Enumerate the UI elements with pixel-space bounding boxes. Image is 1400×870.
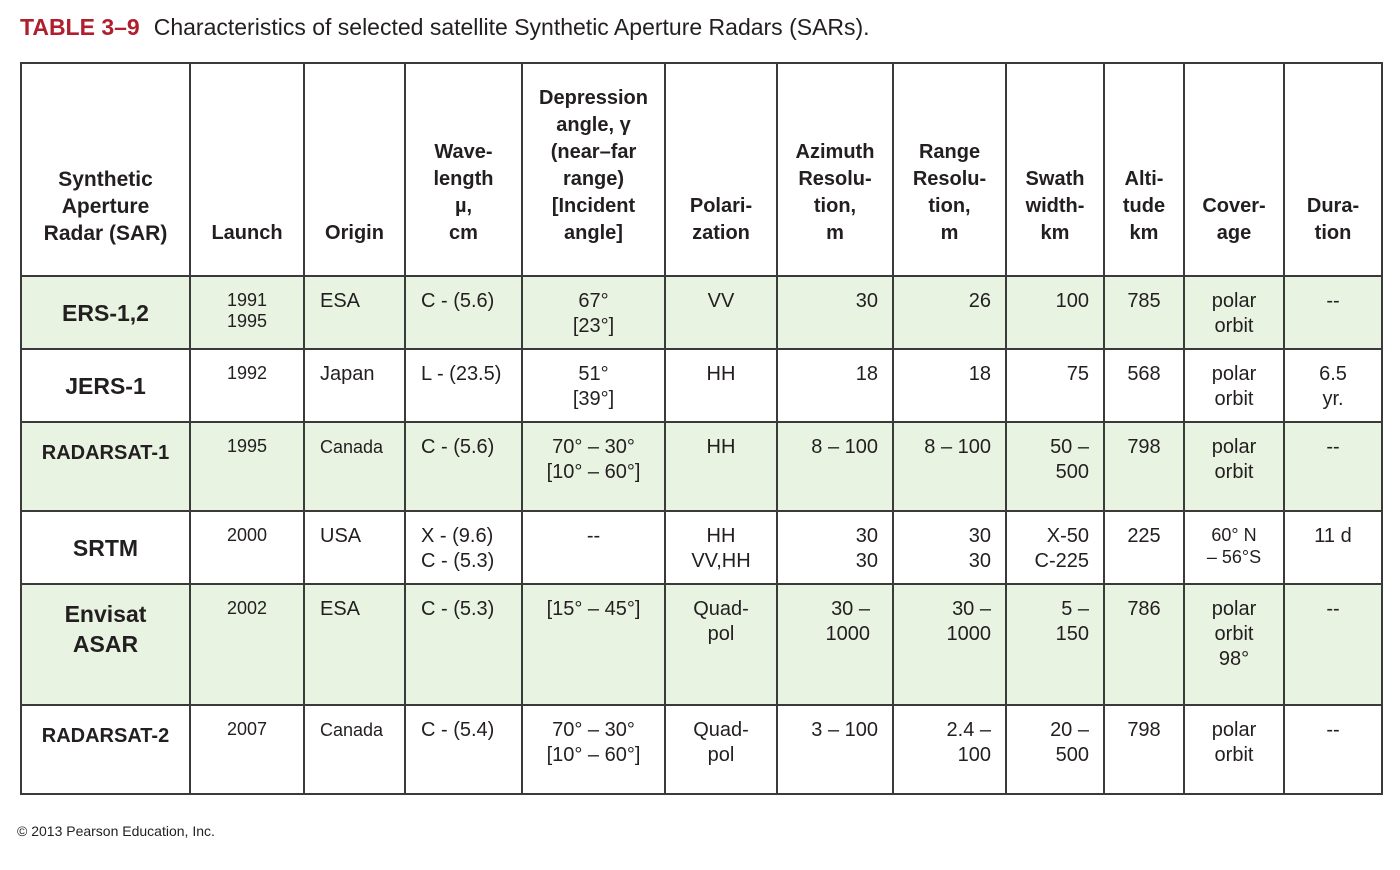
cell-azimuth-resolution: 30 –1000 (776, 583, 894, 706)
cell-swath-width: 5 –150 (1005, 583, 1105, 706)
table-title: Characteristics of selected satellite Sy… (153, 14, 870, 40)
cell-range-resolution: 2.4 –100 (892, 704, 1007, 795)
cell-wavelength: L - (23.5) (404, 348, 523, 423)
header-range-resolution: Range Resolu-tion, m (892, 62, 1007, 277)
cell-launch: 2002 (189, 583, 305, 706)
cell-launch: 1992 (189, 348, 305, 423)
table-row: Envisat ASAR 2002 ESA C - (5.3) [15° – 45… (20, 583, 1383, 706)
cell-duration: -- (1283, 275, 1383, 350)
cell-wavelength: C - (5.4) (404, 704, 523, 795)
header-coverage: Cover-age (1183, 62, 1285, 277)
table-row: RADARSAT-2 2007 Canada C - (5.4) 70° – 3… (20, 704, 1383, 795)
table-row: ERS-1,2 1991 1995 ESA C - (5.6) 67° [23°] … (20, 275, 1383, 350)
cell-range-resolution: 30 –1000 (892, 583, 1007, 706)
cell-depression-angle: -- (521, 510, 666, 585)
table-row: SRTM 2000 USA X - (9.6) C - (5.3) -- HH VV… (20, 510, 1383, 585)
cell-origin: ESA (303, 583, 406, 706)
cell-altitude: 786 (1103, 583, 1185, 706)
cell-origin: Canada (303, 421, 406, 512)
table-number: TABLE 3–9 (20, 14, 140, 40)
cell-origin: Canada (303, 704, 406, 795)
cell-origin: Japan (303, 348, 406, 423)
cell-launch: 1995 (189, 421, 305, 512)
cell-sar-name: RADARSAT-2 (20, 704, 191, 795)
cell-coverage: 60° N – 56°S (1183, 510, 1285, 585)
cell-duration: -- (1283, 704, 1383, 795)
cell-depression-angle: 70° – 30° [10° – 60°] (521, 704, 666, 795)
cell-launch: 2000 (189, 510, 305, 585)
cell-sar-name: Envisat ASAR (20, 583, 191, 706)
cell-range-resolution: 26 (892, 275, 1007, 350)
cell-duration: -- (1283, 421, 1383, 512)
cell-altitude: 798 (1103, 421, 1185, 512)
header-wavelength: Wave-length µ, cm (404, 62, 523, 277)
cell-sar-name: RADARSAT-1 (20, 421, 191, 512)
cell-depression-angle: 70° – 30° [10° – 60°] (521, 421, 666, 512)
cell-sar-name: SRTM (20, 510, 191, 585)
cell-wavelength: C - (5.6) (404, 275, 523, 350)
table-row: RADARSAT-1 1995 Canada C - (5.6) 70° – 3… (20, 421, 1383, 512)
cell-duration: 11 d (1283, 510, 1383, 585)
cell-altitude: 225 (1103, 510, 1185, 585)
cell-launch: 2007 (189, 704, 305, 795)
cell-swath-width: 75 (1005, 348, 1105, 423)
table-caption: TABLE 3–9 Characteristics of selected sat… (20, 14, 870, 41)
cell-wavelength: C - (5.3) (404, 583, 523, 706)
cell-polarization: Quad-pol (664, 704, 778, 795)
header-altitude: Alti-tude km (1103, 62, 1185, 277)
cell-altitude: 798 (1103, 704, 1185, 795)
cell-azimuth-resolution: 3 – 100 (776, 704, 894, 795)
cell-azimuth-resolution: 18 (776, 348, 894, 423)
cell-wavelength: C - (5.6) (404, 421, 523, 512)
cell-swath-width: X-50 C-225 (1005, 510, 1105, 585)
cell-range-resolution: 30 30 (892, 510, 1007, 585)
cell-polarization: HH VV,HH (664, 510, 778, 585)
cell-azimuth-resolution: 30 (776, 275, 894, 350)
cell-coverage: polar orbit (1183, 421, 1285, 512)
cell-coverage: polar orbit (1183, 704, 1285, 795)
cell-azimuth-resolution: 8 – 100 (776, 421, 894, 512)
cell-range-resolution: 18 (892, 348, 1007, 423)
cell-polarization: HH (664, 348, 778, 423)
header-origin: Origin (303, 62, 406, 277)
table-row: JERS-1 1992 Japan L - (23.5) 51° [39°] HH… (20, 348, 1383, 423)
cell-duration: -- (1283, 583, 1383, 706)
cell-polarization: HH (664, 421, 778, 512)
cell-depression-angle: 51° [39°] (521, 348, 666, 423)
header-swath-width: Swath width-km (1005, 62, 1105, 277)
cell-azimuth-resolution: 30 30 (776, 510, 894, 585)
cell-coverage: polar orbit (1183, 348, 1285, 423)
cell-coverage: polar orbit (1183, 275, 1285, 350)
cell-altitude: 568 (1103, 348, 1185, 423)
cell-swath-width: 100 (1005, 275, 1105, 350)
cell-altitude: 785 (1103, 275, 1185, 350)
cell-depression-angle: 67° [23°] (521, 275, 666, 350)
cell-swath-width: 20 –500 (1005, 704, 1105, 795)
header-sar: Synthetic Aperture Radar (SAR) (20, 62, 191, 277)
header-launch: Launch (189, 62, 305, 277)
header-polarization: Polari-zation (664, 62, 778, 277)
cell-range-resolution: 8 – 100 (892, 421, 1007, 512)
cell-duration: 6.5 yr. (1283, 348, 1383, 423)
header-duration: Dura-tion (1283, 62, 1383, 277)
cell-sar-name: JERS-1 (20, 348, 191, 423)
cell-coverage: polar orbit 98° (1183, 583, 1285, 706)
cell-polarization: VV (664, 275, 778, 350)
copyright-notice: © 2013 Pearson Education, Inc. (17, 823, 215, 839)
cell-polarization: Quad-pol (664, 583, 778, 706)
cell-launch: 1991 1995 (189, 275, 305, 350)
cell-wavelength: X - (9.6) C - (5.3) (404, 510, 523, 585)
cell-swath-width: 50 –500 (1005, 421, 1105, 512)
cell-sar-name: ERS-1,2 (20, 275, 191, 350)
cell-depression-angle: [15° – 45°] (521, 583, 666, 706)
header-row: Synthetic Aperture Radar (SAR) Launch Orig… (20, 62, 1383, 277)
header-azimuth-resolution: Azimuth Resolu-tion, m (776, 62, 894, 277)
cell-origin: USA (303, 510, 406, 585)
sar-characteristics-table: Synthetic Aperture Radar (SAR) Launch Orig… (20, 62, 1383, 795)
header-depression-angle: Depression angle, γ (near–far range) [Incide… (521, 62, 666, 277)
cell-origin: ESA (303, 275, 406, 350)
